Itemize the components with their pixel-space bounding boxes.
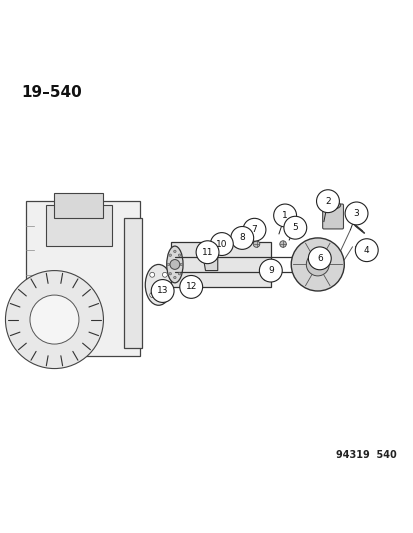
FancyBboxPatch shape bbox=[322, 204, 343, 229]
Ellipse shape bbox=[166, 246, 183, 283]
Circle shape bbox=[210, 232, 233, 255]
Circle shape bbox=[150, 272, 154, 277]
Circle shape bbox=[5, 271, 103, 368]
Circle shape bbox=[354, 239, 377, 262]
Circle shape bbox=[306, 253, 328, 276]
Text: 3: 3 bbox=[353, 209, 358, 218]
Circle shape bbox=[178, 272, 180, 275]
Ellipse shape bbox=[145, 264, 171, 305]
Ellipse shape bbox=[324, 201, 340, 209]
Circle shape bbox=[308, 255, 314, 262]
Circle shape bbox=[196, 241, 218, 264]
Polygon shape bbox=[201, 242, 217, 271]
Circle shape bbox=[180, 263, 182, 265]
Circle shape bbox=[162, 272, 167, 277]
Text: 10: 10 bbox=[216, 239, 227, 248]
Text: 1: 1 bbox=[282, 211, 287, 220]
Circle shape bbox=[242, 219, 265, 241]
Circle shape bbox=[267, 272, 273, 279]
FancyBboxPatch shape bbox=[26, 201, 140, 356]
Text: 8: 8 bbox=[239, 233, 244, 243]
FancyBboxPatch shape bbox=[171, 242, 270, 287]
Circle shape bbox=[150, 293, 154, 297]
Circle shape bbox=[273, 204, 296, 227]
Circle shape bbox=[308, 247, 330, 270]
Circle shape bbox=[169, 254, 171, 256]
Circle shape bbox=[253, 241, 259, 247]
Circle shape bbox=[230, 227, 253, 249]
Text: 13: 13 bbox=[157, 287, 168, 295]
Circle shape bbox=[151, 280, 173, 302]
FancyBboxPatch shape bbox=[55, 193, 103, 217]
Text: 9: 9 bbox=[267, 266, 273, 275]
Circle shape bbox=[169, 272, 171, 275]
FancyBboxPatch shape bbox=[123, 217, 142, 348]
Circle shape bbox=[179, 276, 202, 298]
Circle shape bbox=[173, 276, 176, 279]
Circle shape bbox=[30, 295, 79, 344]
Circle shape bbox=[259, 259, 282, 282]
Circle shape bbox=[173, 250, 176, 253]
Circle shape bbox=[162, 293, 167, 297]
Circle shape bbox=[220, 247, 227, 253]
Text: 19–540: 19–540 bbox=[22, 85, 82, 100]
Circle shape bbox=[283, 216, 306, 239]
FancyBboxPatch shape bbox=[46, 205, 112, 246]
Circle shape bbox=[170, 260, 179, 269]
Text: 5: 5 bbox=[292, 223, 297, 232]
Text: 2: 2 bbox=[324, 197, 330, 206]
Circle shape bbox=[344, 202, 367, 225]
Text: 94319  540: 94319 540 bbox=[335, 450, 396, 461]
Text: 6: 6 bbox=[316, 254, 322, 263]
Circle shape bbox=[290, 238, 344, 291]
Circle shape bbox=[279, 241, 286, 247]
Circle shape bbox=[178, 254, 180, 256]
Circle shape bbox=[316, 190, 339, 213]
Text: 12: 12 bbox=[185, 282, 197, 292]
Text: 11: 11 bbox=[201, 248, 213, 257]
Circle shape bbox=[167, 263, 169, 265]
Text: 7: 7 bbox=[251, 225, 257, 235]
Text: 4: 4 bbox=[363, 246, 369, 255]
